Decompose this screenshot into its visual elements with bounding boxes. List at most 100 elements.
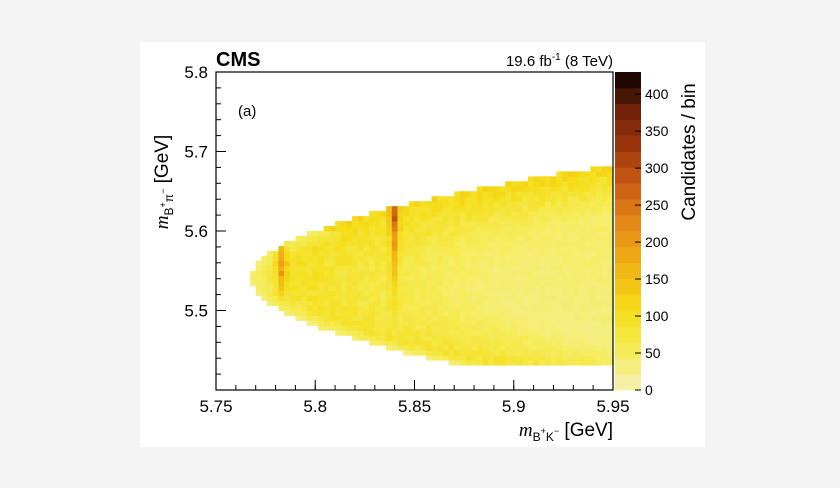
heatmap-bin [431,216,438,222]
heatmap-bin [499,340,506,346]
heatmap-bin [465,231,472,237]
heatmap-bin [493,340,500,346]
heatmap-bin [573,171,580,177]
heatmap-bin [539,196,546,202]
heatmap-bin [448,340,455,346]
heatmap-bin [482,191,489,197]
heatmap-bin [459,280,466,287]
heatmap-bin [454,275,461,282]
heatmap-bin [527,181,534,187]
heatmap-bin [335,290,342,296]
heatmap-bin [561,345,569,351]
heatmap-bin [607,250,614,257]
heatmap-bin [403,335,410,341]
heatmap-bin [584,250,591,257]
heatmap-bin [533,221,540,227]
heatmap-bin [488,320,495,326]
heatmap-bin [335,226,342,232]
heatmap-bin [522,250,529,257]
heatmap-bin [578,300,586,306]
heatmap-bin [476,340,483,346]
heatmap-bin [425,206,432,212]
heatmap-bin [403,315,410,321]
heatmap-bin [544,290,552,296]
heatmap-bin [459,300,466,306]
heatmap-bin [363,285,370,292]
heatmap-bin [516,181,523,187]
heatmap-bin [550,240,557,247]
heatmap-bin [544,345,552,351]
heatmap-bin [544,221,552,227]
heatmap-bin [312,255,319,262]
heatmap-bin [318,245,325,252]
heatmap-bin [527,270,534,277]
heatmap-bin [465,350,472,356]
heatmap-bin [267,255,274,262]
heatmap-bin [567,295,574,301]
heatmap-bin [578,221,586,227]
heatmap-bin [556,186,563,192]
heatmap-bin [346,260,353,267]
heatmap-bin [510,235,517,242]
heatmap-bin [527,280,534,287]
heatmap-bin [556,275,563,282]
heatmap-bin [340,310,347,316]
heatmap-bin [590,335,597,341]
heatmap-bin [323,265,330,272]
heatmap-bin [533,201,540,207]
heatmap-bin [573,335,580,341]
heatmap-bin [255,260,262,267]
heatmap-bin [595,310,603,316]
heatmap-bin [476,335,483,341]
color-scale-step [615,135,641,152]
heatmap-bin [561,250,569,257]
heatmap-bin [601,181,608,187]
heatmap-bin [391,310,398,316]
heatmap-bin [590,245,597,252]
heatmap-bin [595,350,603,356]
heatmap-bin [471,245,478,252]
heatmap-bin [556,181,563,187]
heatmap-bin [493,315,500,321]
heatmap-bin [437,330,444,336]
heatmap-bin [607,240,614,247]
heatmap-bin [550,280,557,287]
heatmap-bin [476,221,483,227]
heatmap-bin [408,245,415,252]
heatmap-bin [527,265,534,272]
heatmap-bin [476,191,483,197]
heatmap-bin [567,176,574,182]
heatmap-bin [289,310,296,316]
heatmap-bin [340,221,347,227]
heatmap-bin [295,310,302,316]
heatmap-bin [323,270,330,277]
heatmap-bin [561,245,569,252]
heatmap-bin [499,226,506,232]
heatmap-bin [578,231,586,237]
heatmap-bin [584,245,591,252]
heatmap-bin [573,355,580,361]
heatmap-bin [493,186,500,192]
heatmap-bin [363,335,370,341]
heatmap-bin [329,260,336,267]
heatmap-bin [533,216,540,222]
heatmap-bin [533,325,540,331]
heatmap-bin [465,360,472,366]
heatmap-bin [601,270,608,277]
heatmap-bin [437,310,444,316]
heatmap-bin [561,315,569,321]
heatmap-bin [414,231,421,237]
heatmap-bin [352,226,359,232]
heatmap-bin [431,196,438,202]
heatmap-bin [352,315,359,321]
heatmap-bin [352,255,359,262]
heatmap-bin [295,285,302,292]
heatmap-bin [550,310,557,316]
heatmap-bin [556,171,563,177]
heatmap-bin [539,260,546,267]
heatmap-bin [454,355,461,361]
heatmap-bin [516,235,523,242]
heatmap-bin [386,260,393,267]
y-axis-label: mB+π− [GeV] [152,135,176,229]
